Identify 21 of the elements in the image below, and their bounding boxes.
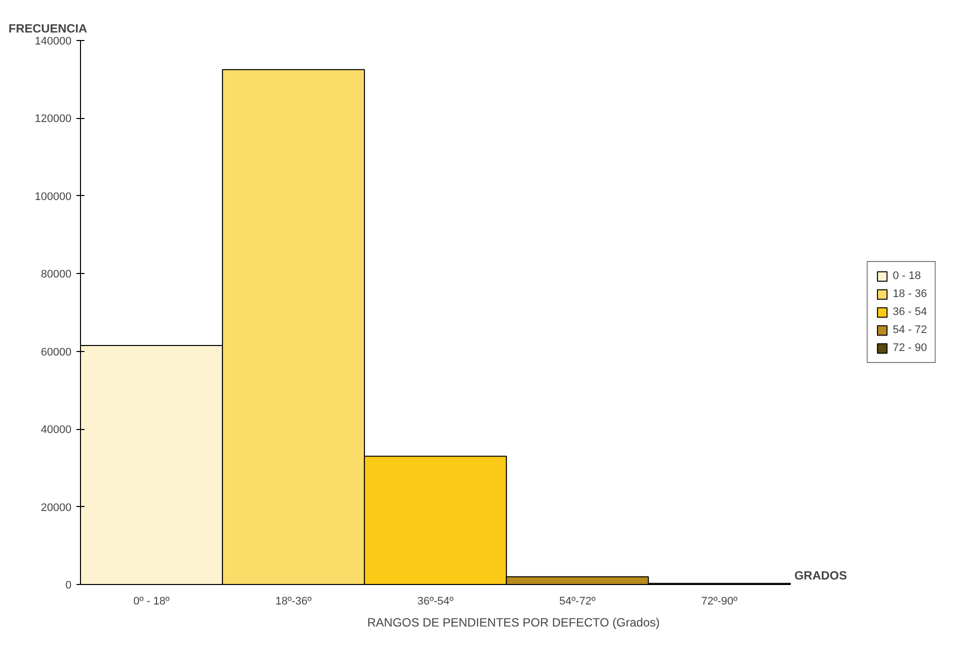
y-tick-label: 140000 xyxy=(34,36,72,48)
y-tick-label: 100000 xyxy=(34,190,72,203)
legend-label: 54 - 72 xyxy=(892,324,927,336)
legend-label: 36 - 54 xyxy=(892,306,927,318)
y-tick-label: 120000 xyxy=(34,113,72,126)
y-tick-label: 20000 xyxy=(40,502,72,514)
x-tick-label: 0º - 18º xyxy=(133,596,170,608)
x-tick-label: 36º-54º xyxy=(417,596,454,608)
legend-label: 18 - 36 xyxy=(892,288,927,300)
legend-label: 0 - 18 xyxy=(892,270,921,282)
x-tick-label: 54º-72º xyxy=(559,596,596,608)
y-tick-label: 80000 xyxy=(40,268,72,281)
y-tick-label: 0 xyxy=(65,580,72,592)
x-tick-label: 18º-36º xyxy=(275,596,312,608)
x-tick-label: 72º-90º xyxy=(701,596,738,608)
y-axis-title: FRECUENCIA xyxy=(8,22,88,36)
legend-label: 72 - 90 xyxy=(892,342,927,354)
y-tick-label: 60000 xyxy=(40,346,72,358)
y-tick-label: 40000 xyxy=(40,424,72,436)
x-axis-title: RANGOS DE PENDIENTES POR DEFECTO (Grados) xyxy=(367,616,660,630)
text: GRADOS xyxy=(794,568,848,582)
